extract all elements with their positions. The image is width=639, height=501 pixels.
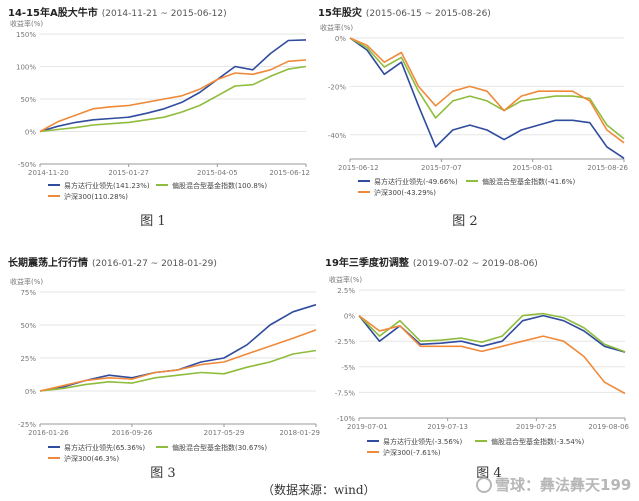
chart-4-subtitle: (2019-07-02 ~ 2019-08-06) <box>412 259 538 269</box>
x-tick-label: 2015-01-27 <box>108 169 149 177</box>
series-line-3 <box>39 59 307 133</box>
chart-panel-1: 14-15年A股大牛市 (2014-11-21 ~ 2015-06-12) 收益率… <box>8 4 310 224</box>
x-tick-label: 2019-07-25 <box>516 423 557 431</box>
x-tick-label: 2019-08-06 <box>588 423 629 431</box>
chart-3-title-row: 长期震荡上行行情 (2016-01-27 ~ 2018-01-29) <box>8 254 217 269</box>
y-tick-label: -50% <box>18 161 36 169</box>
legend-label: 易方达行业领先(65.36%) <box>64 443 145 452</box>
chart-1-svg: 收益率(%) -50% 0% 50% 100% 150% 2014-11-20 2015-01… <box>10 19 310 201</box>
x-tick-label: 2015-06-12 <box>338 164 379 172</box>
chart-2-ylabel: 收益率(%) <box>320 23 353 32</box>
series-line-3 <box>358 314 626 395</box>
y-tick-label: 150% <box>16 31 36 39</box>
legend-label: 易方达行业领先(141.23%) <box>64 181 150 190</box>
y-tick-label: 75% <box>20 289 36 297</box>
chart-2-svg: 收益率(%) -40% -20% 0% 2015-06-12 2015-07-07 2015… <box>320 23 629 197</box>
x-tick-label: 2015-07-07 <box>421 164 462 172</box>
watermark-text: 雪球：彝法彝天199 <box>495 476 632 494</box>
legend-label: 沪深300(-43.29%) <box>374 188 436 197</box>
y-tick-label: -10% <box>337 415 355 423</box>
y-tick-label: -40% <box>328 132 346 140</box>
x-tick-label: 2016-01-26 <box>28 429 69 437</box>
y-tick-label: 0% <box>25 129 36 137</box>
chart-panel-3: 长期震荡上行行情 (2016-01-27 ~ 2018-01-29) 收益率(%)… <box>8 254 320 463</box>
watermark: 雪球：彝法彝天199 <box>476 474 631 495</box>
legend-label: 偏股混合型基金指数(-3.54%) <box>491 437 584 446</box>
series-line-3 <box>39 329 317 392</box>
x-tick-label: 2018-01-29 <box>279 429 320 437</box>
chart-1-subtitle: (2014-11-21 ~ 2015-06-12) <box>101 9 227 19</box>
x-tick-label: 2017-05-29 <box>204 429 245 437</box>
chart-2-title-row: 15年股灾 (2015-06-15 ~ 2015-08-26) <box>318 4 491 19</box>
legend-label: 易方达行业领先(-3.56%) <box>383 437 462 446</box>
legend-label: 偏股混合型基金指数(30.67%) <box>172 443 267 452</box>
y-tick-label: -5% <box>341 364 355 372</box>
chart-3-title: 长期震荡上行行情 <box>8 258 88 269</box>
chart-2-subtitle: (2015-06-15 ~ 2015-08-26) <box>365 9 491 19</box>
y-tick-label: 0% <box>335 35 346 43</box>
source-note: （数据来源：wind） <box>262 483 376 497</box>
x-tick-label: 2015-08-01 <box>512 164 553 172</box>
chart-1-caption: 图 1 <box>140 214 166 229</box>
chart-3-caption: 图 3 <box>150 466 176 481</box>
x-tick-label: 2015-04-05 <box>197 169 238 177</box>
legend-label: 易方达行业领先(-49.66%) <box>374 177 458 186</box>
series-line-3 <box>349 37 625 144</box>
y-tick-label: 100% <box>16 64 36 72</box>
x-tick-label: 2016-09-26 <box>112 429 153 437</box>
x-tick-label: 2015-06-12 <box>269 169 310 177</box>
series-line-2 <box>39 65 307 133</box>
snowball-logo-icon <box>476 477 492 493</box>
chart-4-ylabel: 收益率(%) <box>329 275 362 284</box>
y-tick-label: 2.5% <box>337 287 355 295</box>
chart-2-caption: 图 2 <box>452 214 478 229</box>
legend-label: 偏股混合型基金指数(100.8%) <box>172 181 267 190</box>
y-tick-label: 50% <box>20 96 36 104</box>
y-tick-label: -2.5% <box>335 338 356 346</box>
x-tick-label: 2014-11-20 <box>28 169 69 177</box>
chart-3-subtitle: (2016-01-27 ~ 2018-01-29) <box>92 259 217 269</box>
y-tick-label: -7.5% <box>335 389 356 397</box>
chart-4-title-row: 19年三季度初调整 (2019-07-02 ~ 2019-08-06) <box>325 254 538 269</box>
chart-1-title: 14-15年A股大牛市 <box>8 8 98 19</box>
chart-4-title: 19年三季度初调整 <box>325 258 409 269</box>
x-tick-label: 2019-07-13 <box>427 423 468 431</box>
series-line-2 <box>39 349 317 392</box>
chart-3-ylabel: 收益率(%) <box>10 277 43 286</box>
series-line-2 <box>358 312 626 353</box>
chart-1-title-row: 14-15年A股大牛市 (2014-11-21 ~ 2015-06-12) <box>8 4 227 19</box>
y-tick-label: 0% <box>25 388 36 396</box>
legend-label: 沪深300(46.3%) <box>64 454 119 463</box>
chart-panel-4: 19年三季度初调整 (2019-07-02 ~ 2019-08-06) 收益率(%… <box>325 254 633 459</box>
y-tick-label: -25% <box>18 421 36 429</box>
legend-label: 沪深300(110.28%) <box>64 192 128 201</box>
chart-panel-2: 15年股灾 (2015-06-15 ~ 2015-08-26) 收益率(%) -40… <box>318 4 633 224</box>
series-line-2 <box>349 37 625 140</box>
series-line-1 <box>349 37 625 159</box>
legend-label: 沪深300(-7.61%) <box>383 448 441 457</box>
series-line-1 <box>39 303 317 392</box>
series-line-1 <box>39 39 307 133</box>
chart-4-svg: 收益率(%) -10% -7.5% -5% -2.5% 0% 2.5% 2019-07-01 2… <box>329 275 630 457</box>
y-tick-label: 25% <box>20 355 36 363</box>
y-tick-label: 0% <box>344 313 355 321</box>
legend-label: 偏股混合型基金指数(-41.6%) <box>482 177 575 186</box>
y-tick-label: 50% <box>20 322 36 330</box>
chart-2-title: 15年股灾 <box>318 8 362 19</box>
x-tick-label: 2015-08-26 <box>587 164 628 172</box>
chart-1-ylabel: 收益率(%) <box>10 19 43 28</box>
chart-3-svg: 收益率(%) -25% 0% 25% 50% 75% 2016-01-26 2016-09-2… <box>10 277 320 463</box>
x-tick-label: 2019-07-01 <box>347 423 388 431</box>
y-tick-label: -20% <box>328 83 346 91</box>
